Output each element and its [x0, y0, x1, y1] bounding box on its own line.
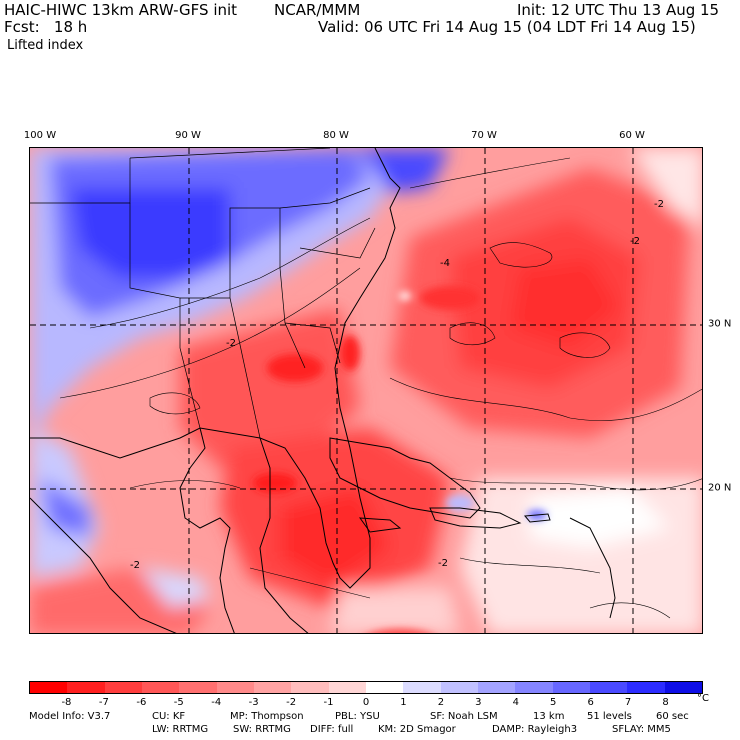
colorbar-swatch	[477, 682, 516, 693]
sflay-scheme: SFLAY: MM5	[612, 724, 671, 735]
colorbar-tick: 2	[437, 697, 445, 708]
contour-label: -2	[226, 338, 236, 349]
mp-scheme: MP: Thompson	[230, 711, 304, 722]
colorbar-swatch	[552, 682, 590, 693]
graticule	[30, 148, 702, 633]
colorbar-swatch	[589, 682, 628, 693]
contour-label: -2	[654, 199, 664, 210]
colorbar-swatch	[328, 682, 366, 693]
init-time: Init: 12 UTC Thu 13 Aug 15	[517, 1, 720, 19]
levels: 51 levels	[587, 711, 632, 722]
damp-scheme: DAMP: Rayleigh3	[492, 724, 578, 735]
lifted-index-map: -2 -2 -2 -2 -4 -2	[29, 147, 703, 634]
colorbar	[29, 681, 703, 694]
resolution: 13 km	[533, 711, 565, 722]
diff-scheme: DIFF: full	[310, 724, 354, 735]
colorbar-tick: -3	[248, 697, 259, 708]
field-detail	[253, 286, 547, 633]
sf-scheme: SF: Noah LSM	[430, 711, 498, 722]
km-scheme: KM: 2D Smagor	[378, 724, 456, 735]
colorbar-swatch	[291, 682, 329, 693]
timestep: 60 sec	[656, 711, 689, 722]
pbl-scheme: PBL: YSU	[335, 711, 380, 722]
model-info: Model Info: V3.7	[29, 711, 111, 722]
lat-label: 20 N	[708, 482, 732, 494]
colorbar-swatch	[403, 682, 441, 693]
colorbar-swatch	[515, 682, 553, 693]
colorbar-tick: -4	[211, 697, 222, 708]
colorbar-swatch	[179, 682, 217, 693]
lon-label: 70 W	[471, 130, 497, 141]
map-canvas: -2 -2 -2 -2 -4 -2	[30, 148, 702, 633]
colorbar-tick: -1	[323, 697, 334, 708]
contour-lines	[59, 157, 702, 619]
valid-time: Valid: 06 UTC Fri 14 Aug 15 (04 LDT Fri …	[318, 18, 696, 36]
colorbar-tick: -2	[286, 697, 297, 708]
lw-scheme: LW: RRTMG	[152, 724, 209, 735]
colorbar-unit: °C	[697, 693, 709, 704]
colorbar-tick: 4	[512, 697, 519, 708]
colorbar-swatch	[627, 682, 665, 693]
colorbar-tick: 1	[400, 697, 407, 708]
colorbar-tick: 8	[662, 697, 669, 708]
colorbar-tick: -6	[136, 697, 147, 708]
colorbar-tick: 0	[362, 697, 370, 708]
contour-labels: -2 -2 -2 -2 -4 -2	[130, 199, 664, 571]
colorbar-tick: 6	[587, 697, 594, 708]
colorbar-tick: -8	[61, 697, 72, 708]
lon-label: 60 W	[619, 130, 645, 141]
colorbar-swatch	[67, 682, 105, 693]
lon-label: 100 W	[23, 130, 57, 141]
lon-label: 80 W	[323, 130, 349, 141]
sw-scheme: SW: RRTMG	[233, 724, 291, 735]
colorbar-tick: -7	[98, 697, 109, 708]
colorbar-swatch	[141, 682, 180, 693]
colorbar-tick: 5	[550, 697, 557, 708]
colorbar-tick: 7	[624, 697, 632, 708]
field-name: Lifted index	[7, 38, 84, 53]
coastlines	[30, 148, 616, 633]
contour-label: -2	[630, 236, 640, 247]
lon-label: 90 W	[175, 130, 201, 141]
contour-label: -4	[440, 258, 450, 269]
contour-label: -2	[438, 558, 448, 569]
model-title: HAIC-HIWC 13km ARW-GFS init	[4, 1, 238, 19]
colorbar-tick: 3	[475, 697, 482, 708]
lat-label: 30 N	[708, 318, 732, 330]
colorbar-swatch	[30, 682, 68, 693]
colorbar-swatch	[253, 682, 292, 693]
state-borders	[30, 148, 376, 439]
colorbar-swatch	[104, 682, 142, 693]
colorbar-tick: -5	[173, 697, 184, 708]
colorbar-swatch	[440, 682, 478, 693]
org-label: NCAR/MMM	[274, 1, 361, 19]
colorbar-swatch	[216, 682, 254, 693]
colorbar-swatch	[365, 682, 404, 693]
cu-scheme: CU: KF	[152, 711, 186, 722]
colorbar-swatch	[664, 682, 702, 693]
forecast-hour: Fcst: 18 h	[4, 18, 88, 36]
contour-label: -2	[130, 560, 140, 571]
